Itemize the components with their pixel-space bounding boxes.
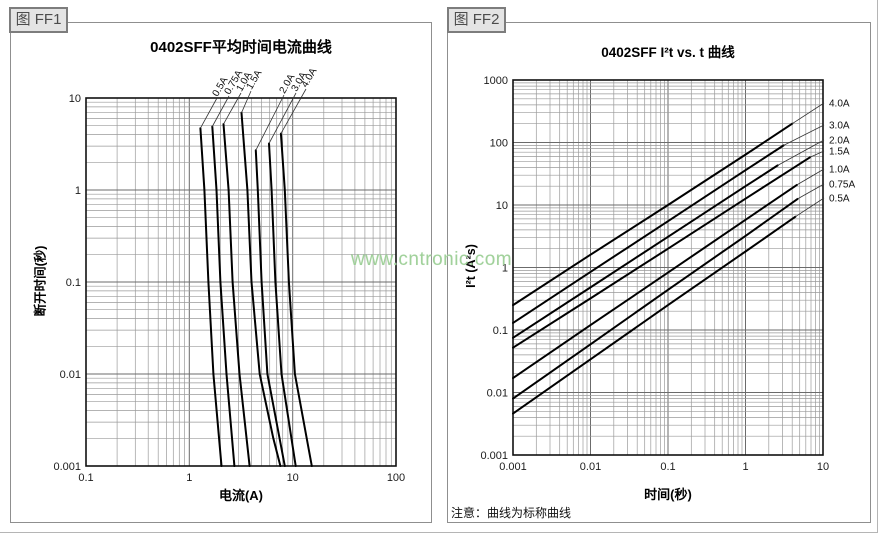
series-curves: 4.0A 3.0A 2.0A1.5A 1.0A 0.75A 0.5A bbox=[512, 99, 855, 415]
label-leader bbox=[796, 168, 825, 186]
x-tick: 100 bbox=[387, 472, 405, 484]
y-tick: 10 bbox=[69, 93, 81, 105]
label-leader bbox=[797, 183, 825, 200]
label-leader bbox=[777, 139, 825, 166]
curve-2.0A bbox=[512, 164, 779, 339]
y-tick: 0.001 bbox=[53, 461, 81, 473]
curve-0.75A bbox=[512, 197, 799, 400]
panel-time-current-curve: 0402SFF平均时间电流曲线 0.1 1 10 100 10 1 0.1 0.01 0.001… bbox=[10, 22, 432, 523]
label-leader bbox=[795, 197, 825, 218]
x-axis-title-current: 电流(A) bbox=[218, 488, 264, 503]
i2t-vs-t-chart: 0.001 0.01 0.1 1 10 1000 100 10 1 0.1 0.01 0.001 4.0… bbox=[480, 75, 855, 473]
x-tick: 1 bbox=[186, 472, 192, 484]
curve-3.0A bbox=[268, 142, 297, 467]
curve-0.5A bbox=[199, 127, 223, 467]
x-tick: 10 bbox=[817, 461, 829, 473]
y-tick: 100 bbox=[490, 138, 508, 150]
y-tick: 0.01 bbox=[60, 369, 81, 381]
y-axis-title-opening-time: 断开时间(秒) bbox=[33, 245, 48, 317]
label-leader bbox=[223, 92, 242, 125]
y-tick: 1000 bbox=[484, 75, 508, 87]
y-tick: 0.1 bbox=[66, 277, 81, 289]
curve-4.0A bbox=[512, 122, 794, 307]
y-tick: 0.1 bbox=[493, 325, 508, 337]
x-tick: 0.01 bbox=[580, 461, 601, 473]
grid bbox=[512, 79, 824, 456]
label-leader bbox=[809, 150, 825, 158]
x-tick: 1 bbox=[742, 461, 748, 473]
label-leader bbox=[211, 95, 230, 127]
label-leader bbox=[241, 90, 252, 113]
curve-label-1.5A: 1.5A bbox=[829, 147, 850, 158]
x-tick: 0.1 bbox=[660, 461, 675, 473]
x-tick: 0.1 bbox=[78, 472, 93, 484]
curve-label-1.5A: 1.5A bbox=[245, 68, 265, 92]
curve-label-4.0A: 4.0A bbox=[300, 66, 320, 90]
axis-tick-labels: 0.1 1 10 100 10 1 0.1 0.01 0.001 bbox=[53, 93, 405, 484]
grid bbox=[85, 97, 397, 467]
figure-tab-ff1-label: 图 FF1 bbox=[15, 11, 62, 28]
curve-label-0.75A: 0.75A bbox=[829, 180, 855, 191]
watermark-text: www.cntronic.com bbox=[351, 249, 513, 270]
curve-1.0A bbox=[222, 123, 251, 467]
curve-1.5A bbox=[240, 111, 282, 467]
x-tick: 0.001 bbox=[499, 461, 527, 473]
curve-label-2.0A: 2.0A bbox=[829, 136, 850, 147]
label-leader bbox=[200, 97, 218, 129]
label-leader bbox=[255, 94, 285, 151]
figure-tab-ff2-label: 图 FF2 bbox=[453, 11, 500, 28]
y-tick: 1 bbox=[75, 185, 81, 197]
curve-1.0A bbox=[512, 183, 798, 380]
curve-label-0.5A: 0.5A bbox=[829, 194, 850, 205]
curve-0.5A bbox=[512, 215, 797, 415]
y-tick: 0.01 bbox=[487, 388, 508, 400]
panel-i2t-curve: 0402SFF I²t vs. t 曲线 0.001 0.01 0.1 1 10 1000… bbox=[447, 22, 871, 523]
label-leader bbox=[268, 92, 297, 144]
x-tick: 10 bbox=[287, 472, 299, 484]
curve-label-4.0A: 4.0A bbox=[829, 99, 850, 110]
y-tick: 0.001 bbox=[480, 450, 508, 462]
curve-label-3.0A: 3.0A bbox=[829, 121, 850, 132]
label-leader bbox=[791, 102, 825, 125]
figure-tab-ff2: 图 FF2 bbox=[447, 7, 506, 33]
curve-2.0A bbox=[254, 149, 286, 467]
curve-3.0A bbox=[512, 144, 785, 324]
axis-tick-labels: 0.001 0.01 0.1 1 10 1000 100 10 1 0.1 0.01 0.001 bbox=[480, 75, 829, 473]
nominal-curve-note: 注意：曲线为标称曲线 bbox=[451, 506, 572, 520]
curve-0.75A bbox=[211, 125, 236, 467]
figure-tab-ff1: 图 FF1 bbox=[9, 7, 68, 33]
label-leader bbox=[280, 88, 307, 134]
y-tick: 1 bbox=[502, 263, 508, 275]
chart-title-ff2: 0402SFF I²t vs. t 曲线 bbox=[601, 45, 735, 60]
curve-label-1.0A: 1.0A bbox=[829, 165, 850, 176]
curve-1.5A bbox=[512, 156, 811, 349]
label-leader bbox=[783, 124, 825, 146]
curve-4.0A bbox=[279, 132, 313, 467]
time-current-chart: 0.1 1 10 100 10 1 0.1 0.01 0.001 0.5A0.75A1.0A1.5… bbox=[53, 66, 405, 484]
chart-title-ff1: 0402SFF平均时间电流曲线 bbox=[150, 39, 332, 56]
y-tick: 10 bbox=[496, 200, 508, 212]
x-axis-title-time: 时间(秒) bbox=[644, 487, 692, 502]
